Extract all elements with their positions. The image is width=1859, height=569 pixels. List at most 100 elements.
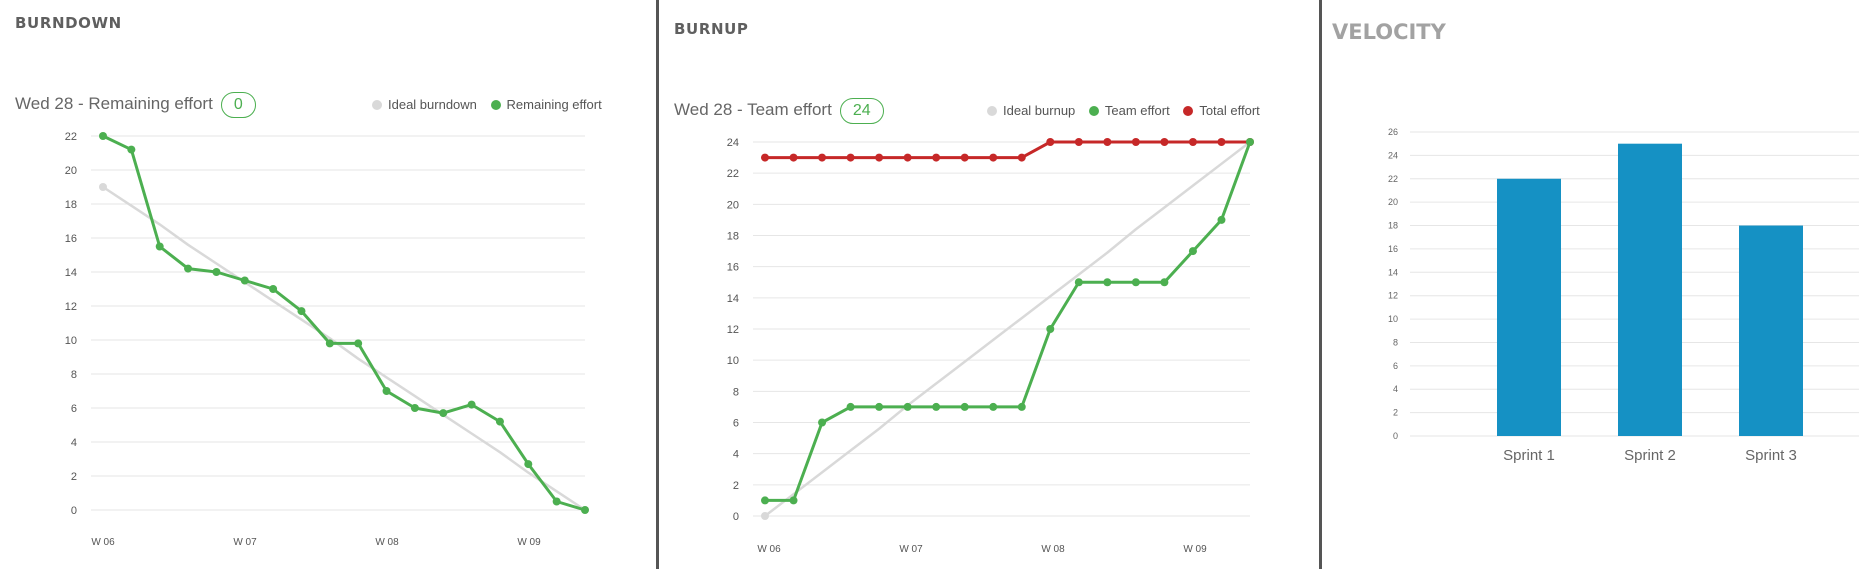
bar-sprint-1 bbox=[1497, 178, 1561, 436]
data-point-team-effort bbox=[1103, 278, 1112, 287]
y-tick-label: 2 bbox=[1393, 408, 1398, 418]
y-tick-label: 22 bbox=[727, 168, 739, 180]
data-point-team-effort bbox=[903, 402, 912, 411]
y-tick-label: 18 bbox=[727, 231, 739, 243]
data-point-team-effort bbox=[1160, 278, 1169, 287]
series-line-remaining-effort bbox=[102, 134, 586, 512]
data-point-total-effort bbox=[932, 153, 941, 162]
y-tick-label: 22 bbox=[65, 131, 77, 143]
data-point-total-effort bbox=[1074, 138, 1083, 146]
y-tick-label: 8 bbox=[71, 369, 77, 381]
series-line-team-effort bbox=[765, 141, 1252, 502]
x-tick-label: W 07 bbox=[899, 544, 923, 555]
y-tick-label: 20 bbox=[65, 165, 77, 177]
legend-item-ideal-burnup[interactable]: Ideal burnup bbox=[987, 103, 1075, 118]
x-tick-label: Sprint 2 bbox=[1624, 447, 1676, 464]
y-tick-label: 10 bbox=[727, 355, 739, 367]
x-tick-label: Sprint 3 bbox=[1745, 447, 1797, 464]
burndown-title: BURNDOWN bbox=[15, 14, 122, 32]
legend-label-total-effort: Total effort bbox=[1199, 103, 1260, 118]
legend-item-ideal-burndown[interactable]: Ideal burndown bbox=[372, 97, 477, 112]
data-point-team-effort bbox=[1246, 138, 1254, 146]
y-tick-label: 4 bbox=[733, 449, 739, 461]
burndown-chart: 0 2 4 6 8 10 12 14 16 18 20 22 W 06 W 07 W 08 W 09 bbox=[65, 131, 589, 548]
bar-sprint-3 bbox=[1739, 225, 1803, 436]
data-point-remaining-effort bbox=[297, 307, 306, 316]
data-point-total-effort bbox=[989, 153, 998, 162]
y-tick-label: 8 bbox=[733, 386, 739, 398]
data-point-team-effort bbox=[789, 496, 798, 505]
data-point-remaining-effort bbox=[127, 145, 136, 154]
data-point-total-effort bbox=[846, 153, 855, 162]
legend-dot-team-effort bbox=[1088, 106, 1099, 116]
y-tick-label: 16 bbox=[727, 262, 739, 274]
data-point-remaining-effort bbox=[467, 400, 476, 409]
y-tick-label: 0 bbox=[733, 511, 739, 523]
data-point-total-effort bbox=[1160, 138, 1169, 146]
legend-item-team-effort[interactable]: Team effort bbox=[1088, 103, 1170, 118]
panel-divider-left bbox=[656, 0, 659, 569]
y-tick-label: 20 bbox=[1388, 197, 1398, 207]
data-point-total-effort bbox=[1188, 138, 1197, 146]
y-tick-label: 26 bbox=[1388, 127, 1398, 137]
data-point-total-effort bbox=[960, 153, 969, 162]
velocity-panel: VELOCITY 0 2 4 6 8 10 12 14 16 18 20 22 24 26 Sprint 1… bbox=[1322, 0, 1859, 569]
legend-item-total-effort[interactable]: Total effort bbox=[1183, 103, 1260, 118]
data-point-total-effort bbox=[818, 153, 827, 162]
y-tick-label: 2 bbox=[71, 471, 77, 483]
y-tick-label: 6 bbox=[71, 403, 77, 415]
data-point-remaining-effort bbox=[552, 497, 561, 506]
legend-label-team-effort: Team effort bbox=[1104, 103, 1170, 118]
y-tick-label: 14 bbox=[65, 267, 77, 279]
y-tick-label: 4 bbox=[71, 437, 77, 449]
data-point-remaining-effort bbox=[524, 460, 533, 469]
burnup-legend: Ideal burnup Team effort Total effort bbox=[977, 103, 1260, 118]
legend-label-ideal-burndown: Ideal burndown bbox=[388, 97, 477, 112]
y-tick-label: 18 bbox=[65, 199, 77, 211]
data-point-remaining-effort bbox=[439, 409, 448, 418]
data-point-total-effort bbox=[1131, 138, 1140, 146]
y-tick-label: 4 bbox=[1393, 384, 1398, 394]
velocity-title: VELOCITY bbox=[1332, 20, 1446, 44]
legend-item-remaining-effort[interactable]: Remaining effort bbox=[490, 97, 602, 112]
data-point-team-effort bbox=[1131, 278, 1140, 287]
x-tick-label: W 06 bbox=[91, 537, 115, 548]
y-tick-label: 22 bbox=[1388, 174, 1398, 184]
y-tick-label: 24 bbox=[727, 137, 739, 149]
series-line-ideal-burndown bbox=[102, 185, 586, 512]
data-point-remaining-effort bbox=[240, 276, 249, 285]
data-point-total-effort bbox=[761, 153, 769, 162]
data-point-team-effort bbox=[932, 402, 941, 411]
x-tick-label: W 09 bbox=[1183, 544, 1207, 555]
x-tick-label: W 08 bbox=[1041, 544, 1065, 555]
burnup-title: BURNUP bbox=[674, 20, 749, 38]
burndown-remaining-badge: 0 bbox=[220, 92, 256, 118]
y-tick-label: 0 bbox=[1393, 431, 1398, 441]
burndown-panel: BURNDOWN Wed 28 - Remaining effort 0 Idea… bbox=[0, 0, 656, 569]
y-tick-label: 16 bbox=[1388, 244, 1398, 254]
y-tick-label: 8 bbox=[1393, 337, 1398, 347]
burnup-subtitle: Wed 28 - Team effort 24 bbox=[674, 98, 884, 124]
data-point-ideal-burnup bbox=[761, 512, 769, 520]
y-tick-label: 18 bbox=[1388, 221, 1398, 231]
data-point-remaining-effort bbox=[382, 387, 391, 395]
y-tick-label: 10 bbox=[65, 335, 77, 347]
data-point-team-effort bbox=[761, 496, 769, 505]
data-point-remaining-effort bbox=[184, 264, 193, 273]
data-point-team-effort bbox=[818, 418, 827, 427]
x-tick-label: W 07 bbox=[233, 537, 257, 548]
burnup-subtitle-text: Wed 28 - Team effort bbox=[674, 100, 832, 119]
x-tick-label: W 09 bbox=[517, 537, 541, 548]
y-tick-label: 12 bbox=[1388, 291, 1398, 301]
y-tick-label: 24 bbox=[1388, 150, 1398, 160]
data-point-remaining-effort bbox=[581, 506, 589, 514]
legend-dot-total-effort bbox=[1183, 106, 1194, 116]
y-tick-label: 6 bbox=[1393, 361, 1398, 371]
legend-dot-ideal-burnup bbox=[987, 106, 997, 116]
series-line-total-effort bbox=[765, 140, 1250, 160]
data-point-team-effort bbox=[846, 402, 855, 411]
data-point-total-effort bbox=[1217, 138, 1226, 146]
y-tick-label: 14 bbox=[1388, 267, 1398, 277]
data-point-total-effort bbox=[875, 153, 884, 162]
